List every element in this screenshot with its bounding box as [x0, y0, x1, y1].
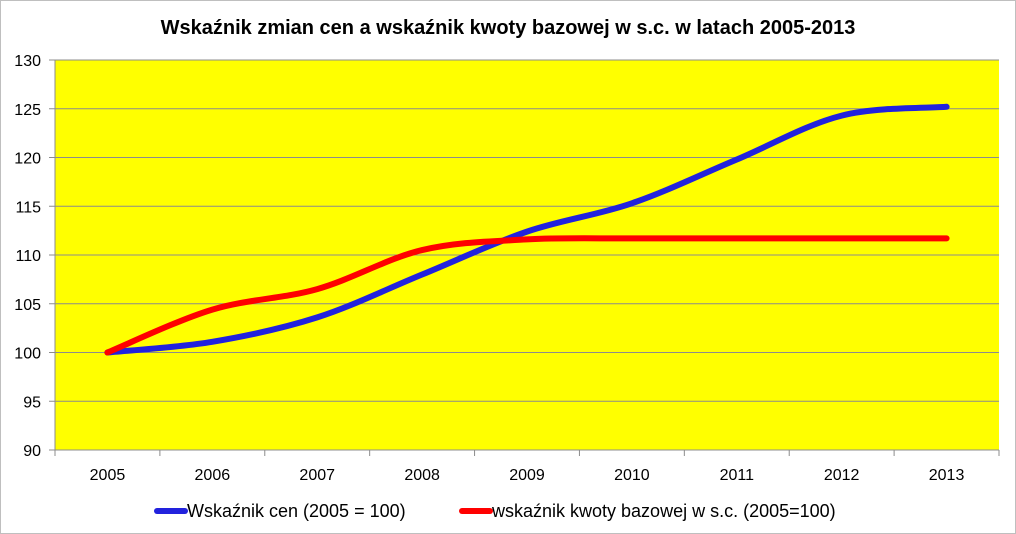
series-layer	[104, 103, 950, 356]
x-axis-ticks: 2005 2006 2007 2008 2009 2010 2011 2012 2013	[90, 467, 965, 484]
y-tick-label: 95	[23, 394, 41, 411]
x-tick-label: 2011	[720, 467, 755, 484]
y-tick-label: 125	[14, 102, 41, 119]
x-tick-label: 2013	[929, 467, 965, 484]
y-tick-label: 120	[14, 151, 41, 168]
y-tick-label: 115	[15, 199, 41, 216]
legend: Wskaźnik cen (2005 = 100) wskaźnik kwoty …	[154, 501, 836, 521]
x-tick-label: 2006	[195, 467, 231, 484]
y-axis-ticks: 130 125 120 115 110 105 100 95 90	[14, 53, 41, 460]
x-tick-label: 2009	[509, 467, 545, 484]
x-tick-label: 2012	[824, 467, 860, 484]
y-tick-label: 105	[14, 297, 41, 314]
x-tick-label: 2007	[299, 467, 335, 484]
legend-label: Wskaźnik cen (2005 = 100)	[187, 501, 406, 521]
y-tick-label: 100	[14, 346, 41, 363]
y-tick-label: 130	[14, 53, 41, 70]
x-tick-label: 2008	[404, 467, 440, 484]
y-tick-label: 90	[23, 443, 41, 460]
x-tick-label: 2005	[90, 467, 126, 484]
chart-title: Wskaźnik zmian cen a wskaźnik kwoty bazo…	[161, 17, 856, 39]
gridlines	[55, 59, 999, 402]
axes	[49, 59, 1000, 456]
x-tick-label: 2010	[614, 467, 650, 484]
y-tick-label: 110	[15, 248, 41, 265]
legend-label: wskaźnik kwoty bazowej w s.c. (2005=100)	[491, 501, 836, 521]
